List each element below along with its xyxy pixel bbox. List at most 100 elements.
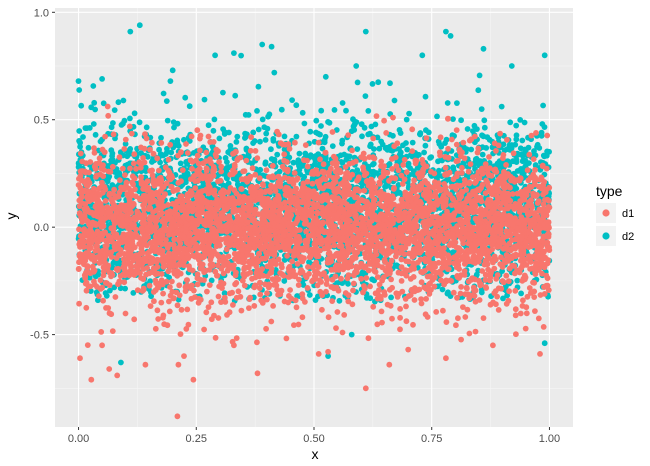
data-point-d2 — [312, 297, 319, 303]
data-point-d2 — [216, 135, 223, 142]
data-point-d2 — [234, 133, 241, 140]
data-point-d2 — [262, 161, 269, 167]
data-point-d1 — [363, 170, 370, 177]
data-point-d2 — [293, 102, 300, 109]
data-point-d2 — [522, 148, 529, 154]
data-point-d1 — [176, 282, 183, 289]
data-point-d2 — [212, 52, 219, 59]
data-point-d2 — [138, 150, 145, 157]
data-point-d2 — [421, 149, 427, 156]
data-point-d1 — [162, 191, 169, 198]
data-point-d2 — [478, 289, 485, 296]
data-point-d1 — [109, 328, 116, 334]
data-point-d2 — [494, 160, 501, 167]
data-point-d2 — [370, 160, 377, 167]
data-point-d1 — [147, 303, 154, 309]
data-point-d2 — [103, 292, 110, 299]
data-point-d2 — [114, 261, 121, 267]
data-point-d1 — [381, 117, 387, 124]
data-point-d2 — [109, 153, 115, 160]
data-point-d2 — [479, 151, 486, 158]
data-point-d2 — [171, 124, 177, 131]
data-point-d1 — [464, 306, 471, 313]
data-point-d2 — [318, 107, 325, 114]
data-point-d1 — [437, 152, 443, 159]
data-point-d1 — [268, 318, 275, 325]
data-point-d2 — [369, 81, 376, 87]
data-point-d2 — [268, 43, 275, 50]
data-point-d2 — [221, 182, 228, 189]
data-point-d2 — [220, 126, 227, 132]
data-point-d2 — [148, 293, 155, 300]
data-point-d1 — [257, 291, 264, 298]
data-point-d2 — [210, 127, 217, 134]
data-point-d2 — [475, 87, 482, 94]
data-point-d1 — [131, 316, 138, 323]
data-point-d2 — [336, 297, 343, 304]
data-point-d1 — [503, 162, 509, 168]
data-point-d2 — [232, 92, 239, 99]
data-point-d2 — [205, 122, 212, 129]
data-point-d2 — [536, 145, 543, 151]
data-point-d1 — [526, 151, 533, 158]
data-point-d2 — [263, 130, 270, 137]
data-point-d2 — [478, 106, 485, 112]
data-point-d1 — [317, 156, 323, 163]
data-point-d2 — [450, 164, 457, 171]
data-point-d2 — [124, 153, 131, 160]
data-point-d2 — [476, 72, 483, 79]
data-point-d2 — [363, 295, 370, 301]
data-point-d2 — [257, 138, 263, 145]
data-point-d2 — [90, 83, 97, 89]
data-point-d2 — [514, 277, 521, 284]
data-point-d2 — [255, 83, 262, 90]
data-point-d1 — [378, 308, 385, 315]
data-point-d2 — [274, 151, 281, 158]
data-point-d1 — [338, 275, 344, 282]
data-point-d2 — [354, 167, 361, 174]
data-point-d2 — [77, 143, 83, 150]
data-point-d2 — [417, 131, 423, 138]
data-point-d2 — [301, 120, 308, 127]
data-point-d2 — [116, 170, 123, 176]
data-point-d2 — [122, 285, 128, 292]
data-point-d2 — [322, 154, 329, 161]
data-point-d2 — [231, 50, 237, 56]
data-point-d1 — [458, 336, 464, 343]
data-point-d2 — [78, 102, 85, 109]
data-point-d1 — [462, 314, 469, 320]
data-point-d1 — [319, 306, 325, 313]
data-point-d2 — [325, 160, 332, 167]
data-point-d2 — [387, 147, 394, 154]
data-point-d2 — [322, 73, 329, 80]
data-point-d2 — [388, 294, 394, 301]
data-point-d1 — [281, 151, 288, 158]
data-point-d2 — [120, 120, 126, 127]
data-point-d1 — [320, 161, 327, 168]
data-point-d2 — [504, 292, 510, 299]
data-point-d2 — [221, 131, 228, 137]
data-point-d2 — [365, 108, 372, 114]
data-point-d1 — [459, 164, 465, 171]
data-point-d2 — [513, 132, 520, 139]
data-point-d2 — [538, 132, 545, 139]
data-point-d2 — [454, 100, 460, 106]
data-point-d1 — [329, 129, 336, 135]
data-point-d1 — [97, 277, 104, 284]
data-point-d2 — [158, 134, 164, 141]
data-point-d1 — [76, 300, 82, 307]
data-point-d2 — [375, 79, 382, 86]
data-point-d1 — [264, 290, 270, 297]
data-point-d2 — [449, 132, 456, 139]
data-point-d2 — [313, 117, 320, 124]
data-point-d1 — [453, 141, 460, 148]
data-point-d2 — [498, 103, 505, 110]
data-point-d2 — [353, 63, 360, 69]
data-point-d2 — [519, 167, 525, 174]
data-point-d1 — [292, 139, 298, 146]
data-point-d2 — [177, 160, 184, 167]
data-point-d2 — [367, 143, 373, 150]
data-point-d1 — [486, 154, 492, 160]
data-point-d2 — [391, 97, 398, 104]
data-point-d2 — [359, 181, 366, 187]
